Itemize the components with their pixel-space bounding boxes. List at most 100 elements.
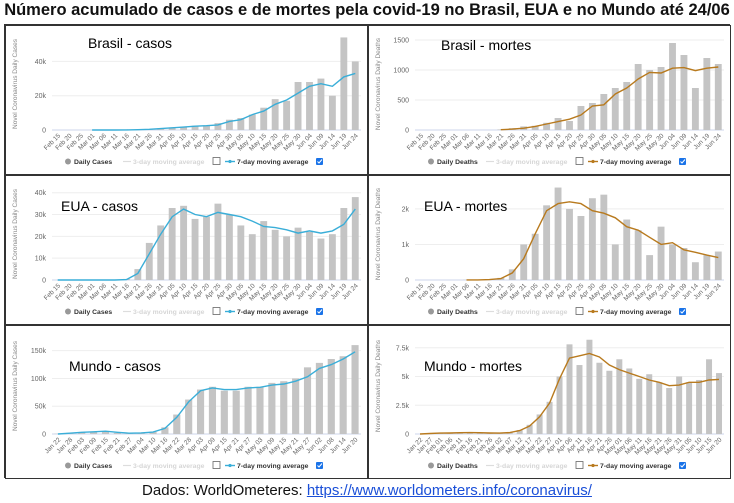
panel-label: Brasil - casos — [88, 35, 173, 51]
daily-bar — [516, 429, 523, 434]
daily-bar — [271, 99, 279, 130]
y-tick-label: 500 — [397, 98, 409, 105]
y-tick-label: 50k — [35, 404, 47, 411]
daily-bar — [208, 386, 217, 434]
daily-bar — [168, 208, 176, 280]
daily-bar — [294, 227, 302, 280]
legend-7day: 7-day moving average — [237, 309, 309, 316]
daily-bar — [191, 218, 199, 280]
chart-legend: Daily Cases 3-day moving average 7-day mov… — [65, 157, 323, 166]
daily-bar — [168, 127, 176, 130]
checkbox-3day[interactable] — [575, 461, 584, 469]
daily-bar — [328, 234, 336, 280]
daily-bar — [554, 187, 562, 280]
daily-bar — [680, 248, 688, 280]
legend-dot-icon — [65, 158, 71, 165]
daily-bar — [220, 390, 228, 434]
y-axis-label: Novel Coronavirus Daily Deaths — [375, 187, 382, 280]
chart-panel-eua-casos: Novel Coronavirus Daily Cases 0 10k 20k 30k 4… — [5, 175, 368, 325]
daily-bar — [657, 67, 665, 130]
chart-legend: Daily Deaths 3-day moving average 7-day mo… — [428, 157, 686, 166]
y-tick-label: 30k — [35, 212, 47, 219]
daily-bar — [611, 244, 619, 280]
daily-bar — [317, 78, 325, 130]
moving-average-line — [466, 201, 719, 281]
daily-bar — [260, 221, 268, 280]
moving-average-line — [57, 208, 356, 281]
daily-bar — [280, 381, 288, 434]
legend-3day: 3-day moving average — [133, 309, 205, 316]
daily-bar — [577, 106, 585, 130]
source-link[interactable]: https://www.worldometers.info/coronaviru… — [306, 482, 592, 499]
daily-bar — [292, 378, 300, 434]
checkbox-7day[interactable] — [679, 158, 686, 165]
daily-bar — [657, 226, 665, 280]
daily-bar — [576, 365, 583, 434]
source-label: Dados: WorldOmeteres: — [142, 482, 307, 499]
daily-bar — [339, 356, 347, 434]
daily-bar — [680, 55, 688, 130]
legend-3day: 3-day moving average — [133, 463, 205, 470]
y-axis-label: Novel Coronavirus Daily Cases — [12, 340, 19, 431]
daily-bar — [543, 122, 551, 130]
checkbox-7day[interactable] — [316, 308, 323, 315]
y-axis-label: Novel Coronavirus Daily Cases — [12, 38, 19, 129]
checkbox-3day[interactable] — [212, 461, 221, 469]
daily-bar — [714, 64, 722, 130]
y-tick-label: 0 — [42, 432, 46, 439]
legend-dot-icon — [65, 462, 71, 469]
legend-3day: 3-day moving average — [496, 463, 568, 470]
y-tick-label: 0 — [405, 278, 409, 285]
chart-svg: Novel Coronavirus Daily Cases020k40kFeb … — [12, 37, 361, 166]
checkbox-3day[interactable] — [575, 307, 584, 315]
daily-bar — [611, 88, 619, 130]
daily-bar — [268, 382, 276, 434]
daily-bar — [669, 244, 676, 280]
y-tick-label: 1k — [402, 242, 410, 249]
legend-7day-marker-icon — [228, 309, 232, 314]
daily-bar — [508, 269, 516, 280]
daily-bar — [351, 197, 359, 280]
checkbox-7day[interactable] — [679, 308, 686, 315]
daily-bar — [636, 378, 643, 434]
daily-bar — [566, 121, 573, 130]
y-tick-label: 0 — [42, 278, 46, 285]
y-tick-label: 100k — [31, 376, 47, 383]
chart-panel-eua-mortes: Novel Coronavirus Daily Deaths 0 1k 2k Feb 1… — [368, 175, 731, 325]
daily-bar — [586, 339, 593, 434]
y-tick-label: 10k — [35, 256, 47, 263]
daily-bar — [531, 233, 539, 280]
daily-bar — [634, 230, 642, 280]
legend-daily: Daily Deaths — [437, 309, 478, 316]
chart-panel-mundo-casos: Novel Coronavirus Daily Cases 0 50k 100k 150… — [5, 325, 368, 479]
checkbox-3day[interactable] — [212, 157, 221, 165]
daily-bar — [248, 114, 256, 130]
checkbox-3day[interactable] — [575, 157, 584, 165]
daily-bar — [623, 219, 631, 280]
daily-bar — [317, 238, 325, 280]
daily-bar — [691, 262, 699, 280]
y-tick-label: 7.5k — [396, 345, 410, 352]
y-tick-label: 40k — [35, 190, 47, 197]
checkmark-icon — [317, 159, 323, 164]
legend-daily: Daily Deaths — [437, 159, 478, 166]
checkmark-icon — [680, 463, 686, 468]
daily-bar — [232, 390, 240, 434]
y-axis-label: Novel Coronavirus Daily Deaths — [375, 339, 382, 432]
legend-3day: 3-day moving average — [133, 159, 205, 166]
daily-bar — [623, 82, 631, 130]
chart-grid: Novel Coronavirus Daily Cases 0 20k 40k Feb … — [4, 24, 731, 479]
daily-bar — [703, 255, 711, 280]
daily-bar — [566, 344, 573, 434]
daily-bar — [351, 61, 359, 130]
legend-daily: Daily Cases — [74, 159, 112, 166]
checkbox-7day[interactable] — [679, 462, 686, 469]
checkbox-7day[interactable] — [316, 158, 323, 165]
checkbox-3day[interactable] — [212, 307, 221, 315]
y-axis-label: Novel Coronavirus Daily Deaths — [375, 37, 382, 130]
daily-bar — [691, 88, 699, 130]
checkmark-icon — [680, 309, 686, 314]
checkbox-7day[interactable] — [316, 462, 323, 469]
legend-7day-marker-icon — [228, 159, 232, 164]
panel-label: Brasil - mortes — [441, 37, 532, 53]
